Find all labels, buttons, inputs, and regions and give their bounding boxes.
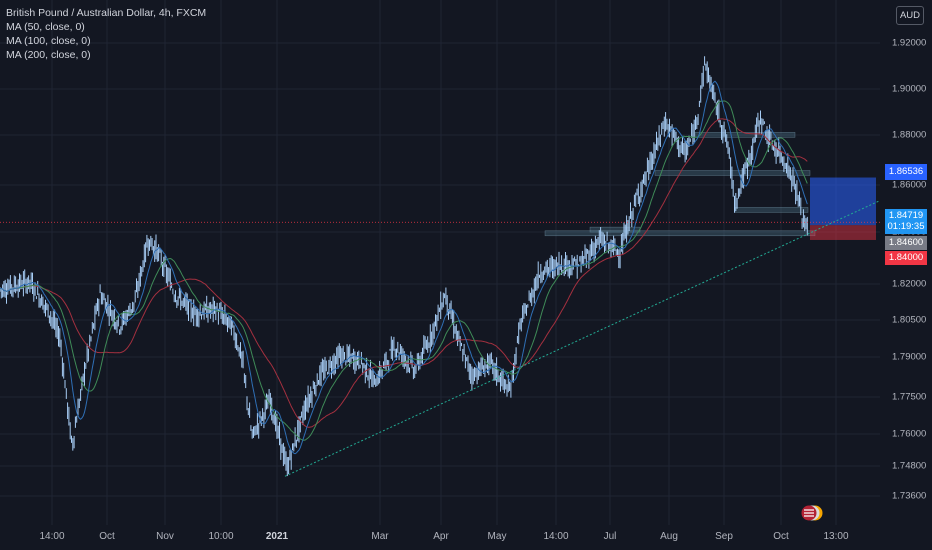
chart-plot-area[interactable] (0, 0, 880, 525)
zone-1 (694, 132, 796, 138)
price-tick-label: 1.86000 (892, 179, 927, 191)
time-tick-label: Nov (156, 531, 174, 542)
time-tick-label: 14:00 (543, 531, 569, 542)
stop-price-tag: 1.84000 (885, 251, 927, 265)
support-resistance-zones (544, 132, 816, 237)
ma50-legend[interactable]: MA (50, close, 0) (6, 21, 85, 33)
time-tick-label: 14:00 (39, 531, 65, 542)
price-tick-label: 1.80500 (892, 314, 927, 326)
time-tick-label: Jul (603, 531, 617, 542)
time-tick-label: Apr (433, 531, 449, 542)
zone-3 (734, 207, 809, 213)
current-price-value: 1.84719 (888, 210, 924, 221)
time-tick-label: Mar (371, 531, 389, 542)
time-tick-label: Aug (660, 531, 678, 542)
price-tick-label: 1.82000 (892, 278, 927, 290)
price-candles (0, 56, 808, 477)
ma200-legend[interactable]: MA (200, close, 0) (6, 49, 91, 61)
grid-lines (0, 0, 880, 525)
time-tick-label: Oct (99, 531, 115, 542)
ma200-line (0, 118, 808, 428)
time-tick-label: May (487, 531, 507, 542)
symbol-title[interactable]: British Pound / Australian Dollar, 4h, F… (6, 7, 207, 19)
target-zone (810, 177, 876, 226)
time-tick-label: Oct (773, 531, 789, 542)
price-tick-label: 1.74800 (892, 460, 927, 472)
stop-zone (810, 225, 876, 240)
target-price-tag: 1.86536 (885, 164, 927, 180)
time-tick-label: 10:00 (208, 531, 234, 542)
ma100-legend[interactable]: MA (100, close, 0) (6, 35, 91, 47)
bar-countdown: 01:19:35 (887, 221, 925, 232)
price-tick-label: 1.90000 (892, 83, 927, 95)
ma50-line (0, 80, 808, 455)
price-tick-label: 1.79000 (892, 351, 927, 363)
price-tick-label: 1.77500 (892, 391, 927, 403)
support-trendline (284, 200, 880, 477)
long-position-tool (810, 177, 876, 240)
time-tick-label: 13:00 (823, 531, 849, 542)
zone-2 (654, 170, 811, 176)
chart-legend: British Pound / Australian Dollar, 4h, F… (6, 6, 206, 62)
price-tick-label: 1.73600 (892, 490, 927, 502)
current-price-tag: 1.84719 01:19:35 (885, 209, 927, 234)
entry-price-tag: 1.84600 (885, 236, 927, 250)
price-tick-label: 1.92000 (892, 37, 927, 49)
price-tick-label: 1.76000 (892, 428, 927, 440)
tradingview-logo-icon[interactable] (800, 504, 824, 522)
currency-button[interactable]: AUD (896, 6, 924, 25)
zone-5 (544, 230, 816, 237)
price-tick-label: 1.88000 (892, 129, 927, 141)
time-tick-label: Sep (715, 531, 733, 542)
time-tick-label: 2021 (265, 531, 289, 542)
